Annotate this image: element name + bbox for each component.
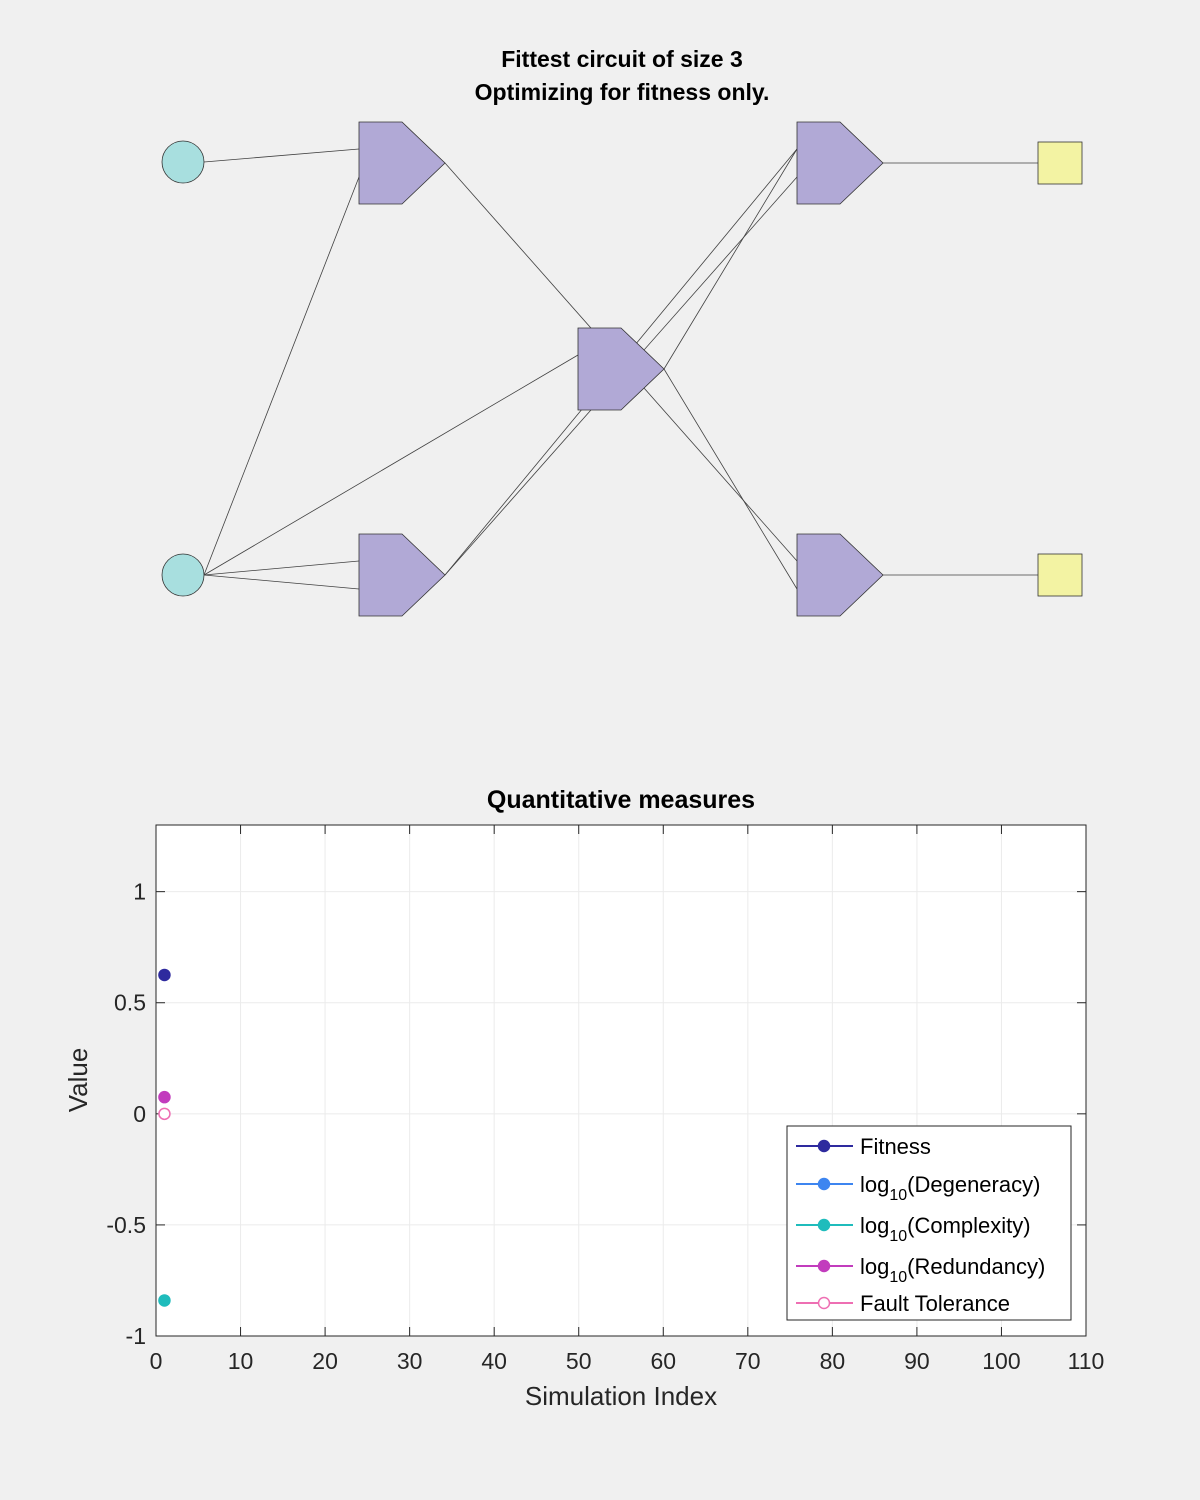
legend-box xyxy=(786,1125,1072,1321)
x-tick-label: 60 xyxy=(650,1348,676,1374)
data-point xyxy=(158,1294,171,1307)
legend-label: Fitness xyxy=(860,1134,931,1159)
circuit-wire xyxy=(203,176,360,576)
circuit-gate-node xyxy=(796,121,884,205)
ticks: 0 10 20 30 40 50 60 70 80 90 100 110 -1 -0.5 0 0.5 1 xyxy=(106,825,1104,1374)
plot-border xyxy=(155,824,1087,1337)
data-marks xyxy=(158,968,171,1307)
legend-marker xyxy=(817,1218,831,1232)
circuit-wire xyxy=(203,148,360,163)
x-tick-label: 110 xyxy=(1068,1348,1105,1374)
circuit-output-node xyxy=(1037,553,1083,597)
circuit-output-node xyxy=(1037,141,1083,185)
legend-marker xyxy=(817,1259,831,1273)
legend-label: log10(Redundancy) xyxy=(860,1254,1045,1286)
x-tick-label: 10 xyxy=(228,1348,254,1374)
legend: Fitness log10(Degeneracy) log10(Complexity… xyxy=(786,1125,1072,1321)
chart-title: Quantitative measures xyxy=(487,786,755,814)
y-tick-label: 1 xyxy=(133,879,146,905)
x-tick-label: 50 xyxy=(566,1348,592,1374)
circuit-gate-node xyxy=(358,533,446,617)
circuit-input-node xyxy=(161,553,205,597)
circuit-wire xyxy=(663,148,798,370)
x-tick-label: 100 xyxy=(982,1348,1020,1374)
x-tick-label: 80 xyxy=(820,1348,846,1374)
legend-marker xyxy=(817,1296,831,1310)
x-tick-label: 40 xyxy=(481,1348,507,1374)
circuit-gate-node xyxy=(577,327,665,411)
circuit-gate-node xyxy=(796,533,884,617)
x-axis-label: Simulation Index xyxy=(525,1381,717,1411)
x-tick-label: 30 xyxy=(397,1348,423,1374)
data-point xyxy=(158,968,171,982)
circuit-input-node xyxy=(161,140,205,184)
legend-label: log10(Complexity) xyxy=(860,1213,1031,1245)
legend-marker xyxy=(817,1177,831,1191)
circuit-title-line2: Optimizing for fitness only. xyxy=(475,79,770,105)
data-point xyxy=(158,1107,171,1121)
legend-marker xyxy=(817,1139,831,1153)
y-tick-label: -1 xyxy=(126,1323,146,1349)
data-point xyxy=(158,1090,171,1104)
circuit-title-line1: Fittest circuit of size 3 xyxy=(501,46,743,72)
x-tick-label: 70 xyxy=(735,1348,761,1374)
circuit-wire xyxy=(203,560,360,576)
x-tick-label: 0 xyxy=(150,1348,163,1374)
legend-label: log10(Degeneracy) xyxy=(860,1172,1040,1204)
x-tick-label: 20 xyxy=(312,1348,338,1374)
y-tick-label: 0 xyxy=(133,1101,146,1127)
circuit-nodes xyxy=(161,121,1083,617)
circuit-wire xyxy=(203,354,579,576)
circuit-wire xyxy=(663,368,798,590)
circuit-gate-node xyxy=(358,121,446,205)
x-tick-label: 90 xyxy=(904,1348,930,1374)
y-tick-label: -0.5 xyxy=(106,1212,146,1238)
legend-label: Fault Tolerance xyxy=(860,1291,1010,1316)
circuit-wire xyxy=(203,574,360,590)
y-axis-label: Value xyxy=(63,1048,93,1113)
y-tick-label: 0.5 xyxy=(114,990,146,1016)
